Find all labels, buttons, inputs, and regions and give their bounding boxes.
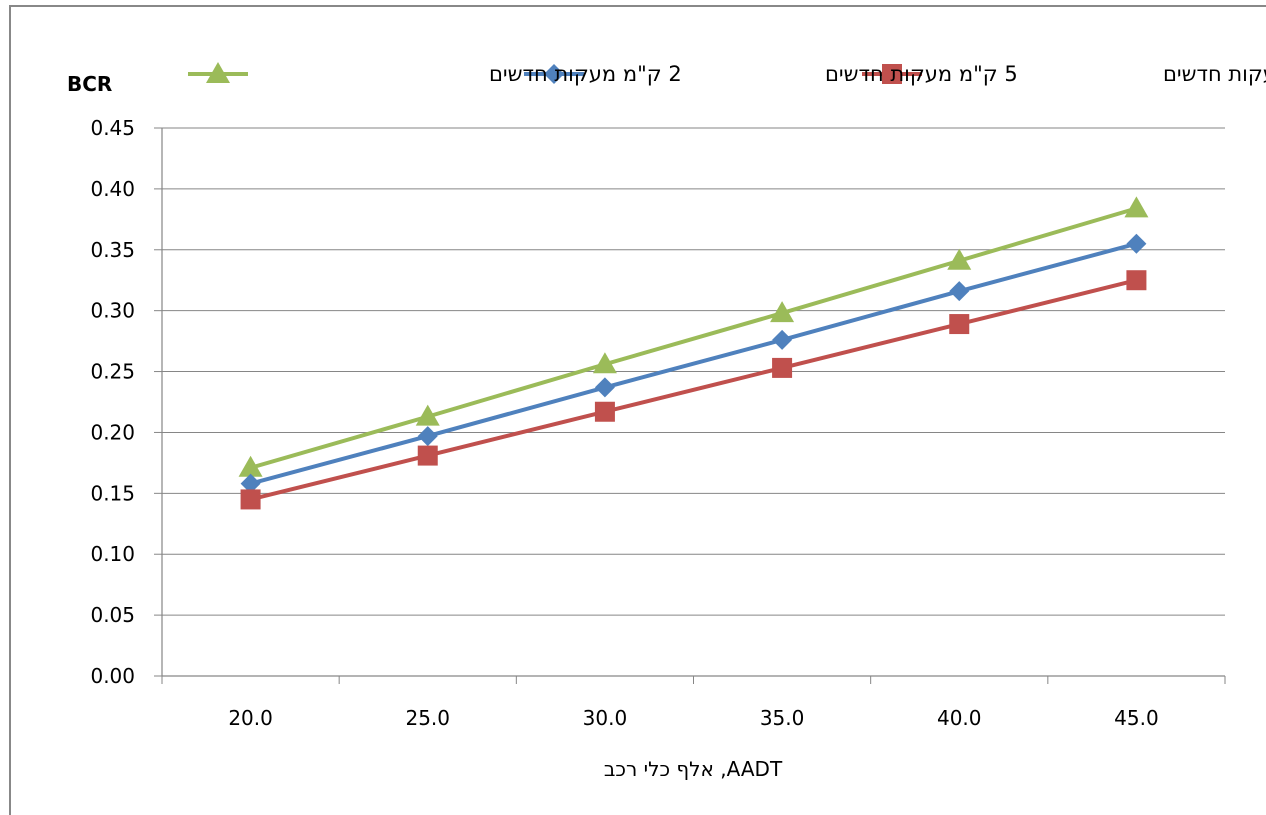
series-triangle xyxy=(238,196,1149,477)
y-axis-label: BCR xyxy=(67,72,112,96)
x-tick-labels: 20.0 25.0 30.0 35.0 40.0 45.0 xyxy=(228,706,1158,730)
x-tick-label: 40.0 xyxy=(937,706,982,730)
data-point xyxy=(772,357,793,378)
y-tick-labels: 0.00 0.05 0.10 0.15 0.20 0.25 0.30 0.35 0.40 0.45 xyxy=(90,116,135,688)
series-square xyxy=(240,270,1147,510)
data-point xyxy=(947,248,972,270)
series-group xyxy=(238,196,1149,510)
legend-label: 2 ק"מ מעקות חדשים xyxy=(489,62,682,86)
data-point xyxy=(415,404,440,426)
y-tick-label: 0.35 xyxy=(90,238,135,262)
data-point xyxy=(1124,196,1149,218)
y-tick-label: 0.15 xyxy=(90,481,135,505)
data-point xyxy=(238,455,263,477)
data-point xyxy=(417,426,438,447)
y-tick-label: 0.00 xyxy=(90,664,135,688)
axes xyxy=(154,127,1226,684)
x-tick-label: 25.0 xyxy=(405,706,450,730)
data-point xyxy=(240,489,261,510)
data-point xyxy=(770,301,795,323)
chart-frame xyxy=(9,5,1266,815)
data-point xyxy=(240,473,261,494)
legend-marker xyxy=(206,62,230,83)
data-point xyxy=(949,281,970,302)
legend-entry: 5 ק"מ מעקות חדשים xyxy=(524,62,1018,86)
gridlines xyxy=(162,127,1225,616)
y-tick-label: 0.05 xyxy=(90,603,135,627)
data-point xyxy=(592,352,617,374)
legend-label: 5 ק"מ מעקות חדשים xyxy=(825,62,1018,86)
y-tick-label: 0.25 xyxy=(90,360,135,384)
x-tick-label: 35.0 xyxy=(760,706,805,730)
series-line xyxy=(250,241,1137,486)
x-tick-label: 45.0 xyxy=(1114,706,1159,730)
series-line xyxy=(250,206,1137,470)
y-tick-label: 0.40 xyxy=(90,177,135,201)
x-axis-label: AADT, אלף כלי רכב xyxy=(604,757,783,781)
y-tick-label: 0.20 xyxy=(90,420,135,444)
series-diamond xyxy=(240,233,1147,494)
legend-entry: 8 ק"מ מעקות חדשים xyxy=(862,62,1266,86)
data-point xyxy=(949,314,970,335)
y-tick-label: 0.10 xyxy=(90,542,135,566)
legend-entry: 2 ק"מ מעקות חדשים xyxy=(188,62,682,86)
data-point xyxy=(417,445,438,466)
data-point xyxy=(594,401,615,422)
data-point xyxy=(772,329,793,350)
legend-marker xyxy=(544,64,564,84)
legend-marker xyxy=(882,64,902,84)
series-line xyxy=(250,278,1137,502)
y-tick-label: 0.45 xyxy=(90,116,135,140)
legend: 8 ק"מ מעקות חדשים 5 ק"מ מעקות חדשים 2 ק"מ … xyxy=(188,62,1266,86)
y-tick-label: 0.30 xyxy=(90,299,135,323)
data-point xyxy=(1126,233,1147,254)
legend-label: 8 ק"מ מעקות חדשים xyxy=(1163,62,1266,86)
data-point xyxy=(1126,270,1147,291)
x-tick-label: 20.0 xyxy=(228,706,273,730)
data-point xyxy=(594,377,615,398)
x-tick-label: 30.0 xyxy=(583,706,628,730)
